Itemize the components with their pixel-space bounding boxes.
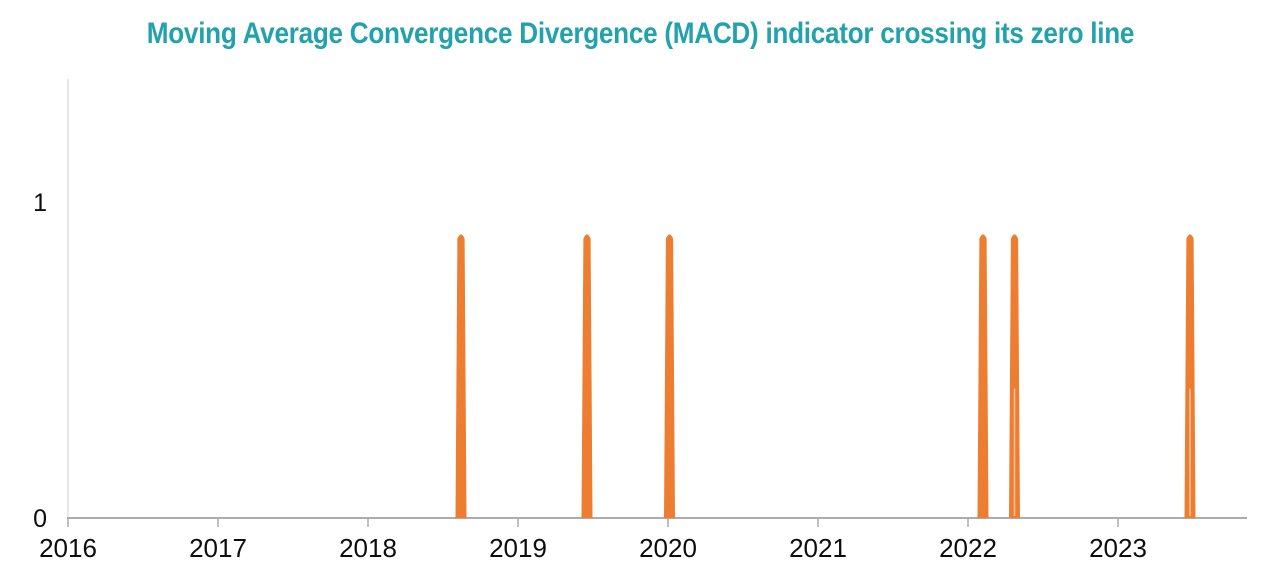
x-tick-label-2020: 2020 [639,533,697,563]
x-tick-label-2018: 2018 [339,533,397,563]
chart-title: Moving Average Convergence Divergence (M… [0,17,1280,51]
signal-spike-6 [1184,234,1196,518]
y-tick-label-1: 1 [33,189,47,217]
x-tick-label-2016: 2016 [39,533,97,563]
signal-spike-1 [455,234,467,518]
y-tick-label-0: 0 [33,505,47,533]
x-tick-label-2022: 2022 [939,533,997,563]
x-tick-label-2021: 2021 [789,533,847,563]
signal-spike-2 [581,234,593,518]
x-tick-label-2017: 2017 [189,533,247,563]
signal-spike-3 [664,234,675,518]
x-tick-label-2019: 2019 [489,533,547,563]
signal-spike-5 [1009,234,1020,518]
signal-spike-4 [977,234,989,518]
chart-title-text: Moving Average Convergence Divergence (M… [146,17,1134,50]
x-tick-label-2023: 2023 [1089,533,1147,563]
